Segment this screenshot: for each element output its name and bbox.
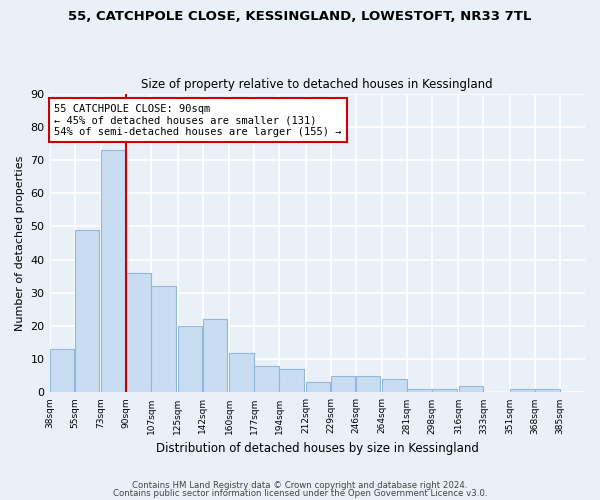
Bar [50, 350, 74, 393]
Bar [127, 273, 151, 392]
Bar [331, 376, 355, 392]
Text: 55 CATCHPOLE CLOSE: 90sqm
← 45% of detached houses are smaller (131)
54% of semi: 55 CATCHPOLE CLOSE: 90sqm ← 45% of detac… [54, 104, 341, 136]
Text: Contains public sector information licensed under the Open Government Licence v3: Contains public sector information licen… [113, 488, 487, 498]
Bar [203, 320, 227, 392]
X-axis label: Distribution of detached houses by size in Kessingland: Distribution of detached houses by size … [156, 442, 479, 455]
Bar [306, 382, 330, 392]
Bar [75, 230, 99, 392]
Bar [407, 389, 431, 392]
Bar [511, 389, 535, 392]
Bar [101, 150, 125, 392]
Bar [382, 379, 407, 392]
Bar [535, 389, 560, 392]
Text: 55, CATCHPOLE CLOSE, KESSINGLAND, LOWESTOFT, NR33 7TL: 55, CATCHPOLE CLOSE, KESSINGLAND, LOWEST… [68, 10, 532, 23]
Bar [229, 352, 254, 393]
Y-axis label: Number of detached properties: Number of detached properties [15, 156, 25, 330]
Bar [178, 326, 202, 392]
Bar [280, 369, 304, 392]
Bar [459, 386, 483, 392]
Bar [151, 286, 176, 393]
Bar [433, 389, 457, 392]
Bar [356, 376, 380, 392]
Title: Size of property relative to detached houses in Kessingland: Size of property relative to detached ho… [142, 78, 493, 91]
Text: Contains HM Land Registry data © Crown copyright and database right 2024.: Contains HM Land Registry data © Crown c… [132, 481, 468, 490]
Bar [254, 366, 278, 392]
